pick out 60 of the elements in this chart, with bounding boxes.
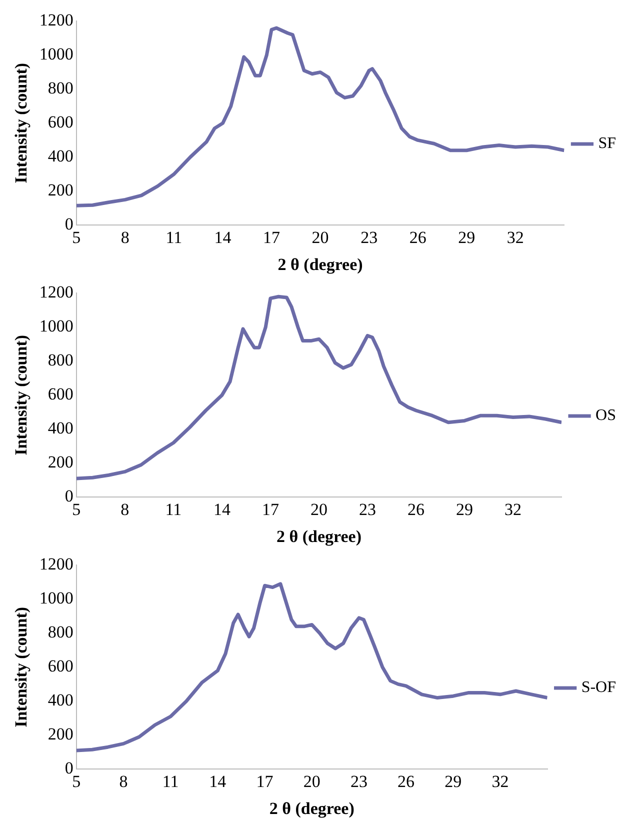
x-tick-label: 32 <box>506 228 524 247</box>
y-tick-label: 600 <box>48 656 74 676</box>
y-tick-label: 1000 <box>39 316 74 336</box>
y-tick-label: 200 <box>48 180 74 200</box>
y-tick-label: 800 <box>48 622 74 642</box>
y-axis-title: Intensity (count) <box>12 334 31 456</box>
x-tick-label: 8 <box>120 500 130 519</box>
x-tick-label: 8 <box>119 772 128 791</box>
x-tick-label: 5 <box>72 228 81 247</box>
x-axis-title: 2 θ (degree) <box>269 799 354 818</box>
x-tick-label: 23 <box>358 500 376 519</box>
legend-label: S-OF <box>581 679 616 696</box>
y-tick-label: 800 <box>48 78 74 98</box>
x-tick-label: 11 <box>166 228 182 247</box>
y-tick-label: 200 <box>48 724 74 744</box>
x-tick-label: 14 <box>214 228 232 247</box>
x-tick-label: 17 <box>263 228 281 247</box>
x-tick-label: 8 <box>120 228 130 247</box>
x-tick-label: 26 <box>398 772 415 791</box>
x-tick-label: 17 <box>256 772 274 791</box>
y-tick-label: 1200 <box>39 10 74 30</box>
y-tick-label: 400 <box>48 146 74 166</box>
x-tick-label: 20 <box>312 228 329 247</box>
y-tick-label: 0 <box>64 214 74 234</box>
x-tick-label: 17 <box>262 500 280 519</box>
x-tick-label: 26 <box>409 228 426 247</box>
x-tick-label: 11 <box>165 500 182 519</box>
x-tick-label: 20 <box>303 772 320 791</box>
y-axis-title: Intensity (count) <box>12 62 31 184</box>
y-tick-label: 400 <box>48 418 74 438</box>
legend-label: SF <box>598 135 616 152</box>
x-tick-label: 23 <box>350 772 368 791</box>
y-tick-label: 1200 <box>39 554 74 574</box>
x-tick-label: 26 <box>408 500 425 519</box>
x-tick-label: 5 <box>72 500 81 519</box>
x-tick-label: 29 <box>456 500 474 519</box>
legend-label: OS <box>596 407 616 424</box>
x-tick-label: 29 <box>444 772 462 791</box>
y-tick-label: 1000 <box>39 44 74 64</box>
x-tick-label: 29 <box>458 228 476 247</box>
x-tick-label: 5 <box>72 772 81 791</box>
y-axis-title: Intensity (count) <box>12 606 31 728</box>
x-tick-label: 14 <box>209 772 227 791</box>
x-tick-label: 11 <box>162 772 179 791</box>
y-tick-label: 0 <box>64 486 74 506</box>
x-axis-title: 2 θ (degree) <box>278 255 363 274</box>
x-tick-label: 20 <box>310 500 328 519</box>
x-tick-label: 23 <box>360 228 378 247</box>
y-tick-label: 200 <box>48 452 74 472</box>
x-tick-label: 14 <box>213 500 231 519</box>
y-tick-label: 600 <box>48 112 74 132</box>
x-tick-label: 32 <box>504 500 522 519</box>
y-tick-label: 0 <box>64 758 74 778</box>
x-tick-label: 32 <box>492 772 509 791</box>
y-tick-label: 1000 <box>39 588 74 608</box>
y-tick-label: 600 <box>48 384 74 404</box>
x-axis-title: 2 θ (degree) <box>276 527 362 546</box>
y-tick-label: 1200 <box>39 282 74 302</box>
y-tick-label: 800 <box>48 350 74 370</box>
y-tick-label: 400 <box>48 690 74 710</box>
